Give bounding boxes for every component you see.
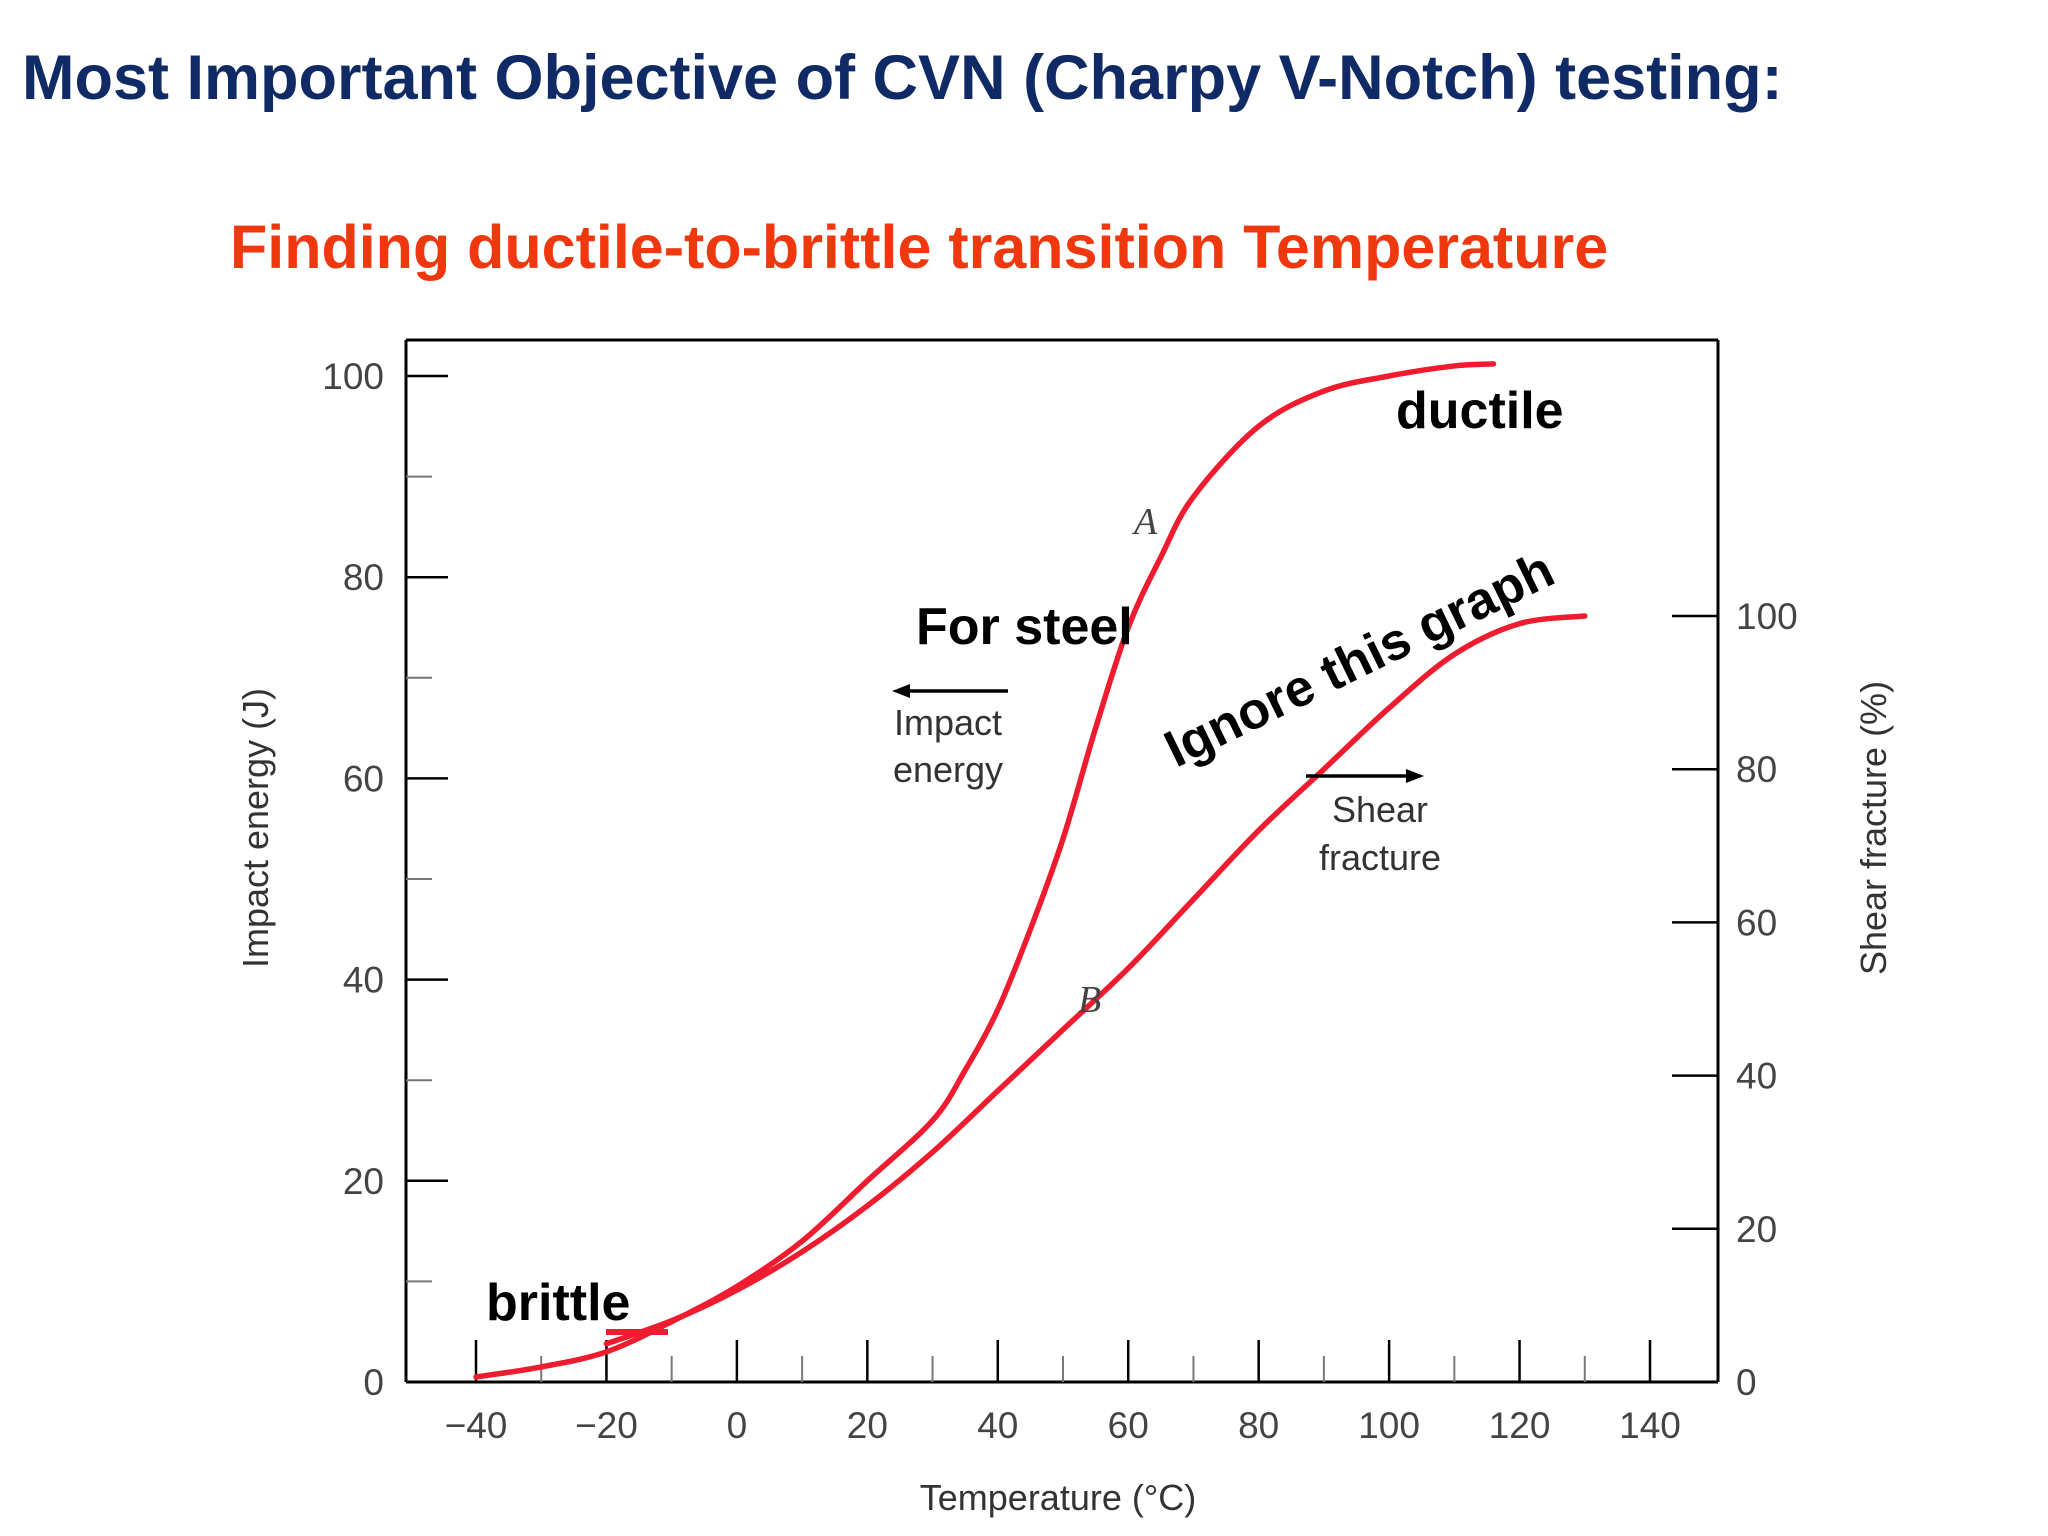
- x-tick-label: 120: [1489, 1405, 1551, 1446]
- x-tick-label: −40: [445, 1405, 508, 1446]
- y2-tick-label: 100: [1736, 596, 1798, 637]
- page-subtitle: Finding ductile-to-brittle transition Te…: [230, 213, 1609, 281]
- impact-energy-arrow-head: [892, 684, 910, 698]
- ignore-graph-label: Ignore this graph: [1156, 540, 1563, 778]
- y-tick-label: 40: [343, 960, 384, 1001]
- x-tick-label: 0: [727, 1405, 748, 1446]
- for-steel-label: For steel: [916, 598, 1133, 656]
- x-tick-label: 100: [1358, 1405, 1420, 1446]
- curve-label-b: B: [1078, 979, 1101, 1021]
- shear-fracture-label-line2: fracture: [1319, 837, 1441, 878]
- y-tick-label: 80: [343, 557, 384, 598]
- impact-energy-label-line1: Impact: [894, 702, 1002, 743]
- y-tick-label: 100: [322, 356, 384, 397]
- axis-ticks: [406, 374, 1718, 1384]
- curve-b: [603, 613, 1588, 1347]
- y-axis-label: Impact energy (J): [235, 688, 276, 968]
- curve-label-a: A: [1131, 501, 1158, 543]
- y2-tick-label: 20: [1736, 1209, 1777, 1250]
- curves: [473, 361, 1588, 1380]
- shear-fracture-label-line1: Shear: [1332, 789, 1428, 830]
- brittle-label: brittle: [486, 1274, 630, 1332]
- x-tick-label: −20: [575, 1405, 638, 1446]
- y2-tick-label: 80: [1736, 749, 1777, 790]
- shear-fracture-arrow-head: [1406, 769, 1424, 783]
- page-title: Most Important Objective of CVN (Charpy …: [22, 43, 1783, 113]
- ductile-label: ductile: [1396, 382, 1564, 440]
- impact-energy-label-line2: energy: [893, 749, 1003, 790]
- y2-tick-label: 0: [1736, 1362, 1757, 1403]
- y2-axis-label: Shear fracture (%): [1853, 681, 1894, 975]
- x-axis-label: Temperature (°C): [920, 1477, 1196, 1518]
- axis-tick-labels: 0 20 40 60 80 100 0 20 40 60 80 100 −40 −20 0 20 40 60 80 1…: [322, 356, 1797, 1446]
- x-tick-label: 140: [1619, 1405, 1681, 1446]
- x-tick-label: 20: [847, 1405, 888, 1446]
- y2-tick-label: 60: [1736, 902, 1777, 943]
- x-tick-label: 80: [1238, 1405, 1279, 1446]
- y-tick-label: 0: [363, 1362, 384, 1403]
- y-tick-label: 20: [343, 1161, 384, 1202]
- y-tick-label: 60: [343, 758, 384, 799]
- x-tick-label: 40: [977, 1405, 1018, 1446]
- y2-tick-label: 40: [1736, 1056, 1777, 1097]
- x-tick-label: 60: [1108, 1405, 1149, 1446]
